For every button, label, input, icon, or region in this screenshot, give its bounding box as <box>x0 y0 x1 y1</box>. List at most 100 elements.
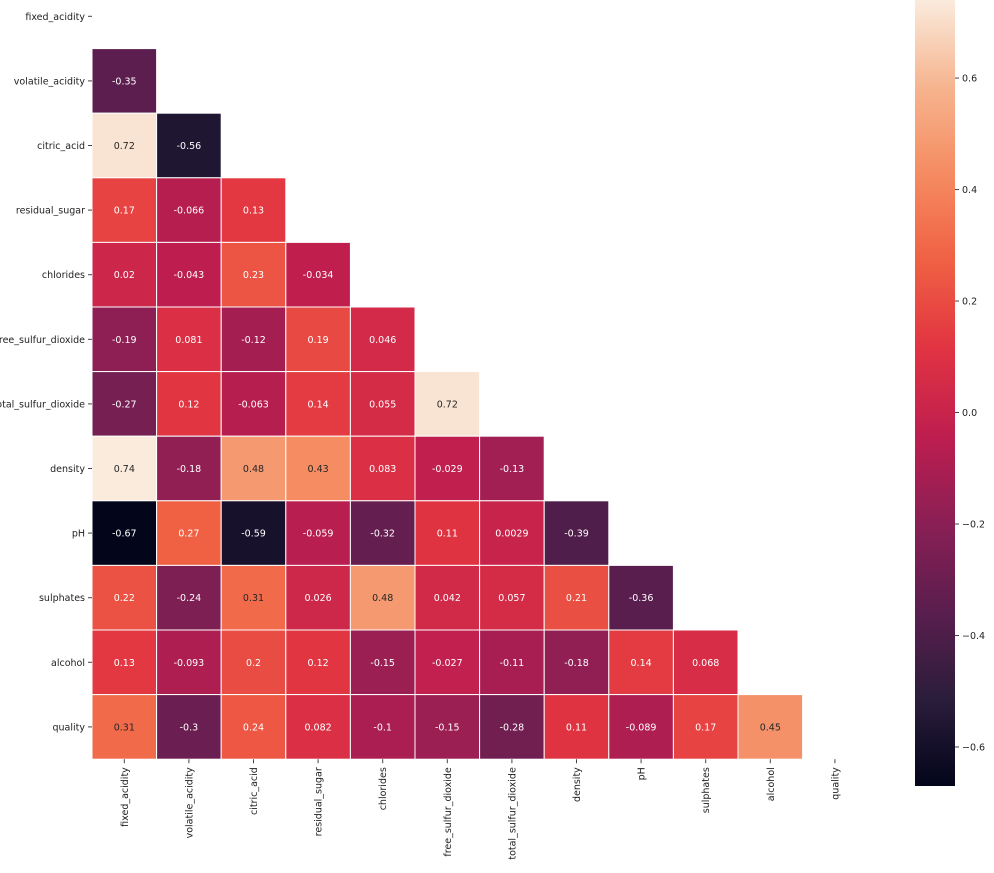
cell-value-label: -0.063 <box>238 399 269 410</box>
cell-value-label: 0.042 <box>434 593 461 604</box>
row-label-total-sulfur-dioxide: total_sulfur_dioxide <box>0 399 85 410</box>
heatmap-cells: -0.35 0.72 -0.56 0.17 -0.066 0.13 0.02 -0.043 0.… <box>91 48 804 760</box>
row-label-fixed-acidity: fixed_acidity <box>25 12 85 23</box>
colorbar: 0.6 0.4 0.2 0.0 −0.2 −0.4 −0.6 <box>915 0 985 786</box>
cell-value-label: 0.72 <box>437 399 458 410</box>
cell-value-label: 0.13 <box>243 206 264 217</box>
heatmap-cell-citric-acid-volatile-acidity <box>156 112 222 179</box>
column-label-residual-sugar: residual_sugar <box>314 767 325 836</box>
cell-value-label: -0.59 <box>241 529 266 540</box>
cell-value-label: -0.28 <box>500 722 525 733</box>
heatmap-cell-density-volatile-acidity <box>156 435 222 502</box>
cell-value-label: 0.11 <box>566 722 587 733</box>
cell-value-label: -0.36 <box>629 593 654 604</box>
cell-value-label: 0.046 <box>369 335 396 346</box>
cell-value-label: 0.068 <box>692 658 719 669</box>
heatmap-cell-density-free-sulfur-dioxide <box>414 435 481 502</box>
column-label-ph: pH <box>637 767 648 780</box>
heatmap-cell-alcohol-density <box>543 629 610 696</box>
cell-value-label: -0.12 <box>241 335 266 346</box>
cell-value-label: -0.56 <box>177 141 202 152</box>
cell-value-label: 0.14 <box>631 658 652 669</box>
cell-value-label: 0.21 <box>566 593 587 604</box>
row-label-ph: pH <box>72 529 85 540</box>
heatmap-cell-sulphates-free-sulfur-dioxide <box>414 564 481 631</box>
cell-value-label: -0.67 <box>112 529 137 540</box>
cell-value-label: 0.45 <box>760 722 781 733</box>
cell-value-label: -0.19 <box>112 335 137 346</box>
heatmap-cell-total-sulfur-dioxide-residual-sugar <box>285 371 351 437</box>
row-label-citric-acid: citric_acid <box>37 141 85 152</box>
colorbar-tick-label: 0.2 <box>962 297 977 308</box>
cell-value-label: 0.081 <box>175 335 202 346</box>
cell-value-label: 0.17 <box>114 206 135 217</box>
cell-value-label: 0.12 <box>178 399 199 410</box>
heatmap-cell-alcohol-residual-sugar <box>285 629 351 696</box>
heatmap-cell-citric-acid-fixed-acidity <box>91 112 158 179</box>
heatmap-cell-alcohol-fixed-acidity <box>91 629 158 696</box>
cell-value-label: 0.026 <box>304 593 331 604</box>
column-label-chlorides: chlorides <box>378 767 389 810</box>
heatmap-cell-free-sulfur-dioxide-chlorides <box>349 306 416 373</box>
cell-value-label: 0.11 <box>437 529 458 540</box>
heatmap-cell-chlorides-volatile-acidity <box>156 241 222 308</box>
heatmap-cell-quality-residual-sugar <box>285 694 351 760</box>
row-label-chlorides: chlorides <box>42 270 85 281</box>
cell-value-label: -0.27 <box>112 399 137 410</box>
cell-value-label: 0.72 <box>114 141 135 152</box>
cell-value-label: 0.19 <box>308 335 329 346</box>
heatmap-cell-alcohol-chlorides <box>349 629 416 696</box>
heatmap-cell-density-total-sulfur-dioxide <box>479 435 545 502</box>
cell-value-label: 0.27 <box>178 529 199 540</box>
heatmap-cell-total-sulfur-dioxide-volatile-acidity <box>156 371 222 437</box>
heatmap-cell-sulphates-residual-sugar <box>285 564 351 631</box>
cell-value-label: 0.14 <box>308 399 329 410</box>
cell-value-label: 0.0029 <box>495 529 528 540</box>
heatmap-cell-sulphates-ph <box>608 564 674 631</box>
colorbar-tick-label: −0.2 <box>962 520 985 531</box>
heatmap-cell-free-sulfur-dioxide-residual-sugar <box>285 306 351 373</box>
heatmap-cell-chlorides-residual-sugar <box>285 241 351 308</box>
heatmap-cell-density-fixed-acidity <box>91 435 158 502</box>
cell-value-label: -0.059 <box>303 529 334 540</box>
cell-value-label: 0.31 <box>243 593 264 604</box>
heatmap-cell-sulphates-total-sulfur-dioxide <box>479 564 545 631</box>
row-label-volatile-acidity: volatile_acidity <box>14 76 86 87</box>
column-label-total-sulfur-dioxide: total_sulfur_dioxide <box>507 767 518 860</box>
cell-value-label: -0.029 <box>432 464 463 475</box>
heatmap-cell-quality-total-sulfur-dioxide <box>479 694 545 760</box>
heatmap-cell-quality-chlorides <box>349 694 416 760</box>
cell-value-label: 0.22 <box>114 593 135 604</box>
cell-value-label: 0.43 <box>308 464 329 475</box>
cell-value-label: -0.35 <box>112 76 137 87</box>
cell-value-label: -0.089 <box>626 722 657 733</box>
heatmap-cell-volatile-acidity-fixed-acidity <box>91 48 158 114</box>
heatmap-cell-alcohol-ph <box>608 629 674 696</box>
heatmap-cell-alcohol-volatile-acidity <box>156 629 222 696</box>
column-label-density: density <box>572 767 583 802</box>
heatmap-cell-residual-sugar-fixed-acidity <box>91 177 158 243</box>
column-label-fixed-acidity: fixed_acidity <box>120 767 131 827</box>
heatmap-cell-alcohol-free-sulfur-dioxide <box>414 629 481 696</box>
cell-value-label: 0.082 <box>304 722 331 733</box>
cell-value-label: -0.18 <box>564 658 589 669</box>
row-label-alcohol: alcohol <box>51 658 85 669</box>
cell-value-label: 0.48 <box>372 593 393 604</box>
row-label-density: density <box>50 464 85 475</box>
column-labels: fixed_acidity volatile_acidity citric_acid… <box>120 759 841 860</box>
colorbar-tick-label: 0.4 <box>962 185 977 196</box>
colorbar-tick-label: −0.4 <box>962 631 985 642</box>
heatmap-cell-total-sulfur-dioxide-chlorides <box>349 371 416 437</box>
column-label-citric-acid: citric_acid <box>249 767 260 815</box>
cell-value-label: -0.093 <box>174 658 205 669</box>
heatmap-cell-quality-alcohol <box>737 694 804 760</box>
cell-value-label: 0.02 <box>114 270 135 281</box>
cell-value-label: 0.17 <box>695 722 716 733</box>
cell-value-label: 0.24 <box>243 722 264 733</box>
cell-value-label: -0.24 <box>177 593 202 604</box>
cell-value-label: -0.15 <box>435 722 460 733</box>
cell-value-label: -0.1 <box>373 722 392 733</box>
heatmap-cell-sulphates-volatile-acidity <box>156 564 222 631</box>
column-label-quality: quality <box>830 767 841 800</box>
